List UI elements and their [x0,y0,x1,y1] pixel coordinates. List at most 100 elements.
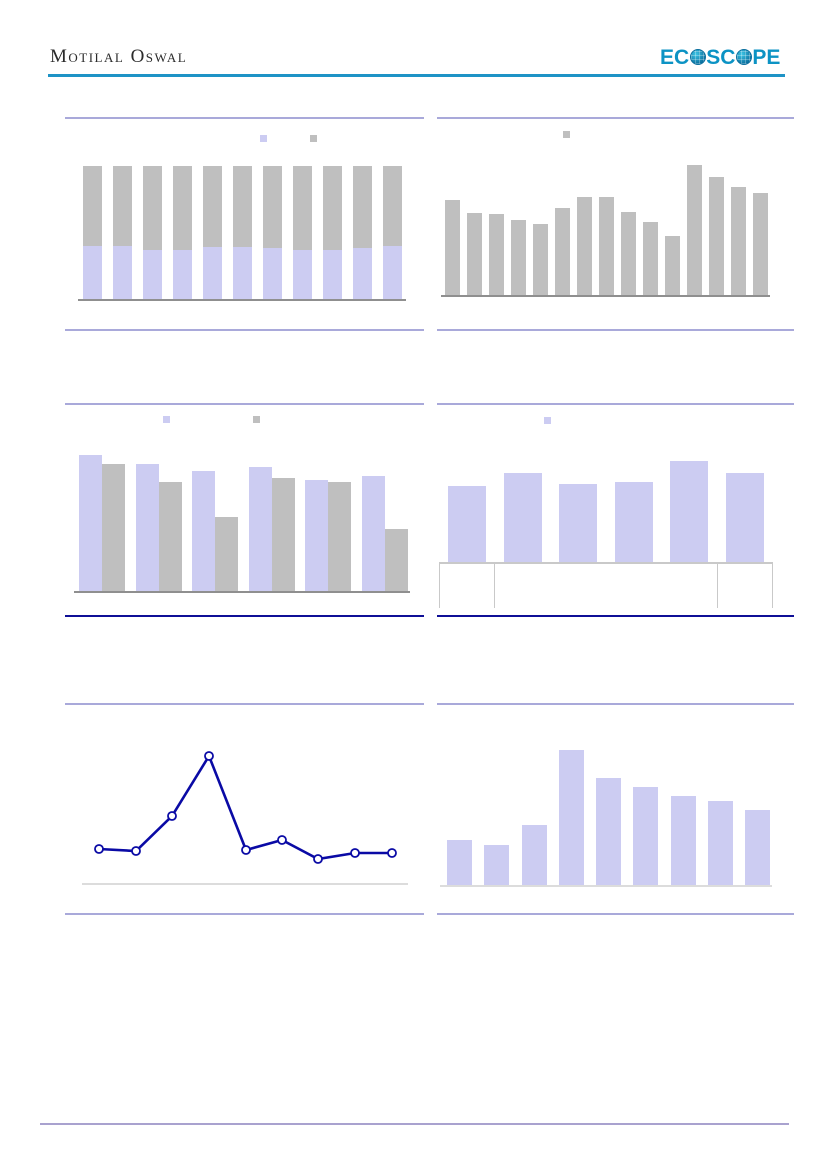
bar-chart [437,705,794,913]
bar [643,222,658,295]
bar [159,482,182,591]
bar [511,220,526,295]
logo-text-part: pe [752,45,781,69]
bar-segment-lower [383,246,402,299]
bar-segment-upper [263,166,282,248]
line-marker [241,845,251,855]
line-chart [65,705,424,913]
axis-line [78,299,406,301]
bar-segment-lower [233,247,252,299]
bar [577,197,592,295]
bar [305,480,328,591]
line-marker [204,751,214,761]
bar [445,200,460,295]
bar [671,796,696,885]
bar-segment-upper [143,166,162,250]
bar-segment-lower [143,250,162,299]
legend-swatch [563,131,570,138]
bar-chart [437,405,794,615]
bar [726,473,764,562]
bar [615,482,653,562]
bar-segment-lower [293,250,312,299]
legend-swatch [544,417,551,424]
axis-table-divider [494,562,495,608]
bar-segment-upper [113,166,132,246]
footer-rule [40,1123,789,1125]
legend-swatch [253,416,260,423]
line-chart-svg [94,751,397,864]
bar [79,455,102,591]
bar [633,787,658,885]
bar [753,193,768,295]
bar [745,810,770,885]
line-marker [277,835,287,845]
bar [192,471,215,591]
bar [731,187,746,295]
bar-segment-lower [353,248,372,299]
chart-block-line [65,703,424,915]
bar [596,778,621,885]
bar-segment-lower [323,250,342,299]
bar-segment-lower [173,250,192,299]
bar [670,461,708,562]
grouped-bar-chart [65,405,424,615]
line-marker [387,848,397,858]
bar-segment-upper [203,166,222,247]
legend-swatch [310,135,317,142]
bar [328,482,351,591]
bar [489,214,504,295]
bar [555,208,570,295]
bar-segment-upper [233,166,252,247]
stacked-bar-chart [65,119,424,329]
bar-segment-upper [293,166,312,250]
chart-block-lavender-bars [437,403,794,617]
logo-text-part: Sc [706,45,736,69]
bar [102,464,125,591]
chart-block-grouped-bars [65,403,424,617]
bar [559,484,597,562]
bar [272,478,295,591]
bar [522,825,547,885]
bar [467,213,482,295]
legend-swatch [163,416,170,423]
axis-line [439,562,772,564]
bar [559,750,584,885]
bar [621,212,636,295]
bar [665,236,680,295]
line-marker [94,844,104,854]
bar-segment-upper [383,166,402,246]
bar-segment-lower [113,246,132,299]
bar [249,467,272,591]
bar-chart [437,119,794,329]
bar [708,801,733,885]
line-marker [313,854,323,864]
bar-segment-upper [83,166,102,246]
legend-swatch [260,135,267,142]
globe-icon [689,49,706,65]
bar-segment-lower [203,247,222,299]
bar-segment-lower [263,248,282,299]
bar [533,224,548,295]
brand-wordmark: Motilal Oswal [50,46,188,67]
bar [215,517,238,591]
bar [447,840,472,885]
chart-block-stacked-bar [65,117,424,331]
chart-block-gray-bars [437,117,794,331]
line-marker [131,846,141,856]
bar [709,177,724,295]
bar [448,486,486,562]
logo-text-part: Ec [660,45,690,69]
bar-segment-lower [83,246,102,299]
globe-icon [735,49,752,65]
axis-line [440,885,772,887]
bar [599,197,614,295]
axis-line [441,295,770,297]
bar [504,473,542,562]
bar [687,165,702,295]
ecoscope-logo: Ec Sc pe [660,44,780,70]
bar-segment-upper [353,166,372,248]
bar-segment-upper [323,166,342,250]
axis-table-divider [439,562,440,608]
line-marker [350,848,360,858]
